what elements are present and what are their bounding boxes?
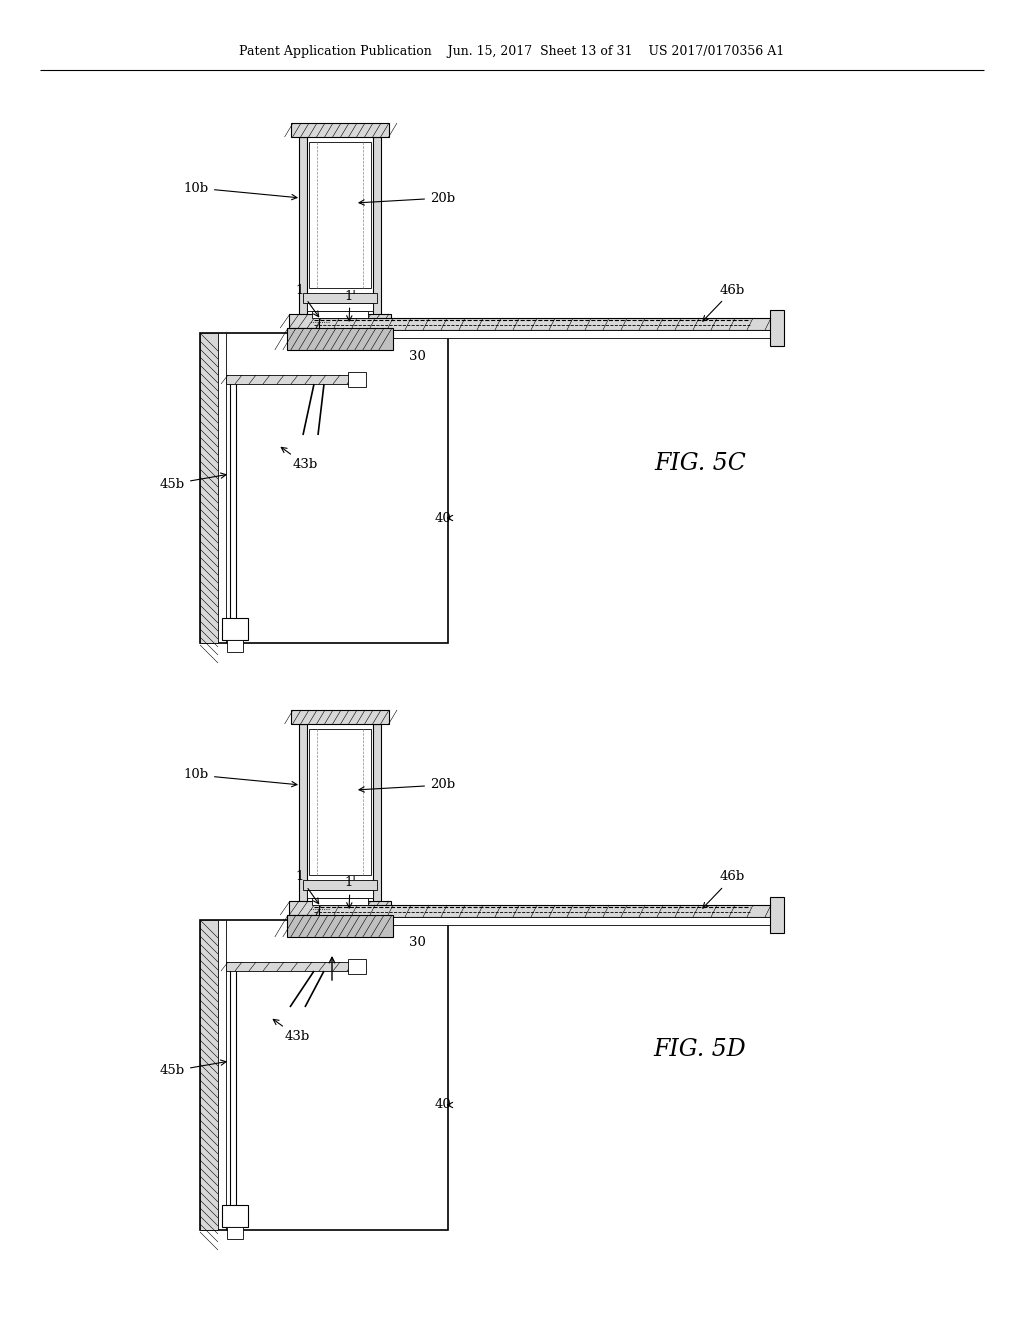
Bar bbox=[200, 333, 218, 643]
Text: 1: 1 bbox=[296, 870, 318, 904]
Bar bbox=[307, 304, 373, 312]
Text: 1': 1' bbox=[344, 876, 356, 908]
Text: FIG. 5C: FIG. 5C bbox=[654, 451, 745, 474]
Text: 45b: 45b bbox=[160, 1060, 226, 1077]
Bar bbox=[227, 1228, 243, 1239]
Bar bbox=[312, 312, 368, 318]
Bar bbox=[299, 137, 307, 327]
Text: 10b: 10b bbox=[184, 181, 297, 199]
Text: 30: 30 bbox=[409, 936, 426, 949]
Text: FIG. 5D: FIG. 5D bbox=[653, 1039, 746, 1061]
Bar bbox=[222, 618, 248, 640]
Bar bbox=[200, 333, 449, 643]
Text: Patent Application Publication    Jun. 15, 2017  Sheet 13 of 31    US 2017/01703: Patent Application Publication Jun. 15, … bbox=[240, 45, 784, 58]
Bar bbox=[289, 902, 391, 915]
Text: 20b: 20b bbox=[359, 779, 455, 792]
Bar bbox=[319, 318, 780, 330]
Bar bbox=[227, 640, 243, 652]
Bar bbox=[200, 920, 449, 1230]
Bar bbox=[348, 960, 366, 974]
Text: 1': 1' bbox=[344, 289, 356, 321]
Bar bbox=[373, 723, 381, 915]
Bar bbox=[770, 898, 784, 933]
Bar bbox=[222, 1205, 248, 1228]
Bar bbox=[287, 327, 393, 350]
Bar bbox=[307, 890, 373, 898]
Bar bbox=[289, 314, 391, 327]
Bar bbox=[287, 915, 393, 937]
Text: 43b: 43b bbox=[282, 447, 318, 471]
Bar bbox=[312, 898, 368, 906]
Bar bbox=[319, 917, 780, 925]
Text: 46b: 46b bbox=[702, 870, 745, 908]
Text: 46b: 46b bbox=[702, 284, 745, 321]
Text: 10b: 10b bbox=[184, 768, 297, 787]
Bar bbox=[348, 372, 366, 387]
Text: 43b: 43b bbox=[273, 1019, 310, 1044]
Bar bbox=[291, 710, 389, 723]
Bar bbox=[291, 123, 389, 137]
Text: 1: 1 bbox=[296, 284, 318, 317]
Bar bbox=[770, 310, 784, 346]
Text: 20b: 20b bbox=[359, 191, 455, 205]
Bar bbox=[309, 143, 371, 288]
Text: 45b: 45b bbox=[160, 473, 226, 491]
Text: 40: 40 bbox=[435, 511, 453, 524]
Bar bbox=[309, 729, 371, 875]
Text: 30: 30 bbox=[409, 350, 426, 363]
Text: 40: 40 bbox=[435, 1098, 453, 1111]
Bar bbox=[226, 962, 361, 972]
Bar bbox=[299, 723, 307, 915]
Bar bbox=[226, 375, 361, 384]
Bar bbox=[319, 330, 780, 338]
Bar bbox=[373, 137, 381, 327]
Bar bbox=[303, 880, 377, 890]
Bar bbox=[200, 920, 218, 1230]
Bar bbox=[319, 906, 780, 917]
Bar bbox=[303, 293, 377, 304]
